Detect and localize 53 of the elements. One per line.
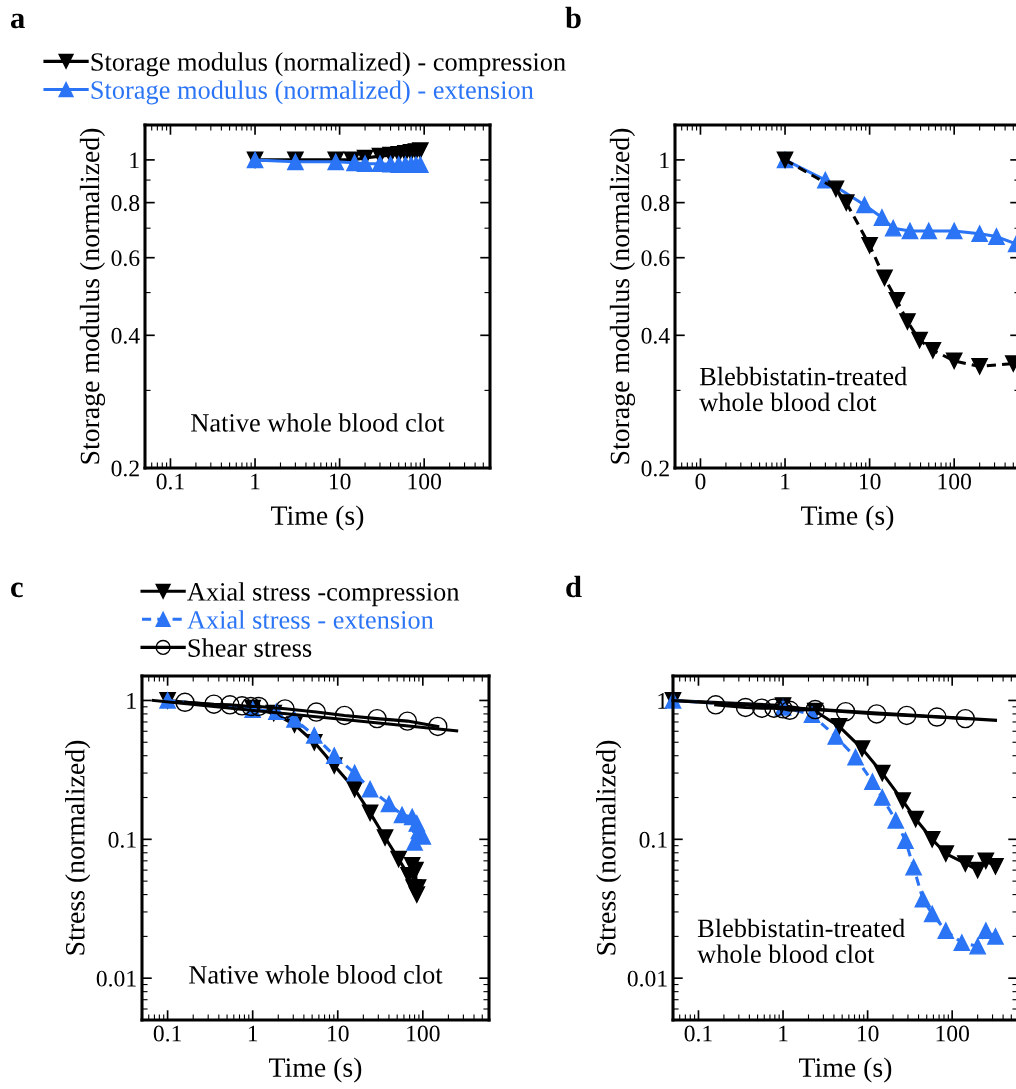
y-axis-title: Stress (normalized): [65, 740, 91, 955]
legend-label: Storage modulus (normalized) - extension: [91, 80, 534, 105]
annotation: Blebbistatin-treated whole blood clot: [699, 366, 907, 412]
annotation: Native whole blood clot: [191, 413, 445, 432]
x-tick-label: 10: [329, 473, 351, 490]
x-tick-label: 0.1: [684, 1025, 712, 1042]
x-tick-label: 100: [408, 473, 441, 490]
chart-title: b: [565, 6, 581, 29]
x-tick-label: 0: [695, 473, 706, 490]
y-tick-label: 0.4: [111, 327, 140, 344]
y-tick-label: 1: [130, 152, 139, 169]
x-axis-title: Time (s): [799, 1057, 892, 1083]
y-tick-label: 0.2: [111, 460, 139, 477]
y-tick-label: 0.8: [641, 195, 670, 212]
x-tick-label: 1: [248, 1025, 258, 1042]
y-axis-title: Stress (normalized): [596, 740, 622, 955]
x-axis-title: Time (s): [269, 1057, 362, 1083]
x-tick-label: 100: [938, 473, 971, 490]
y-tick-label: 0.01: [627, 970, 667, 987]
annotation: Native whole blood clot: [189, 965, 443, 984]
chart-title: a: [10, 13, 25, 29]
y-tick-label: 0.1: [108, 831, 136, 848]
y-tick-label: 0.8: [111, 195, 140, 212]
y-tick-label: 0.01: [96, 970, 136, 987]
x-tick-label: 1: [779, 1025, 788, 1042]
legend-label: Storage modulus (normalized) - compression: [91, 52, 566, 77]
x-tick-label: 0.1: [156, 473, 184, 490]
x-tick-label: 1: [781, 473, 790, 490]
legend-label: Axial stress -compression: [187, 582, 460, 607]
x-tick-label: 10: [857, 1025, 879, 1042]
x-tick-label: 10: [328, 1025, 349, 1042]
chart-title: c: [11, 582, 23, 598]
y-tick-label: 0.2: [641, 460, 669, 477]
legend-label: Shear stress: [188, 638, 312, 657]
y-tick-label: 1: [127, 693, 136, 709]
legend-label: Axial stress - extension: [187, 610, 434, 629]
x-tick-label: 0.1: [153, 1025, 181, 1042]
y-tick-label: 0.1: [639, 831, 667, 848]
chart-title: d: [566, 575, 582, 598]
y-tick-label: 1: [660, 152, 669, 169]
x-tick-label: 1: [251, 473, 260, 490]
x-tick-label: 10: [859, 473, 881, 490]
x-tick-label: 100: [407, 1025, 440, 1042]
x-axis-title: Time (s): [271, 505, 364, 531]
annotation: Blebbistatin-treated whole blood clot: [697, 918, 905, 964]
x-tick-label: 100: [936, 1025, 969, 1042]
y-tick-label: 1: [658, 693, 667, 709]
x-axis-title: Time (s): [801, 505, 894, 531]
y-tick-label: 0.6: [111, 250, 140, 267]
y-tick-label: 0.4: [641, 327, 670, 344]
y-tick-label: 0.6: [641, 250, 670, 267]
y-axis-title: Storage modulus (normalized): [79, 128, 106, 464]
y-axis-title: Storage modulus (normalized): [609, 128, 636, 464]
